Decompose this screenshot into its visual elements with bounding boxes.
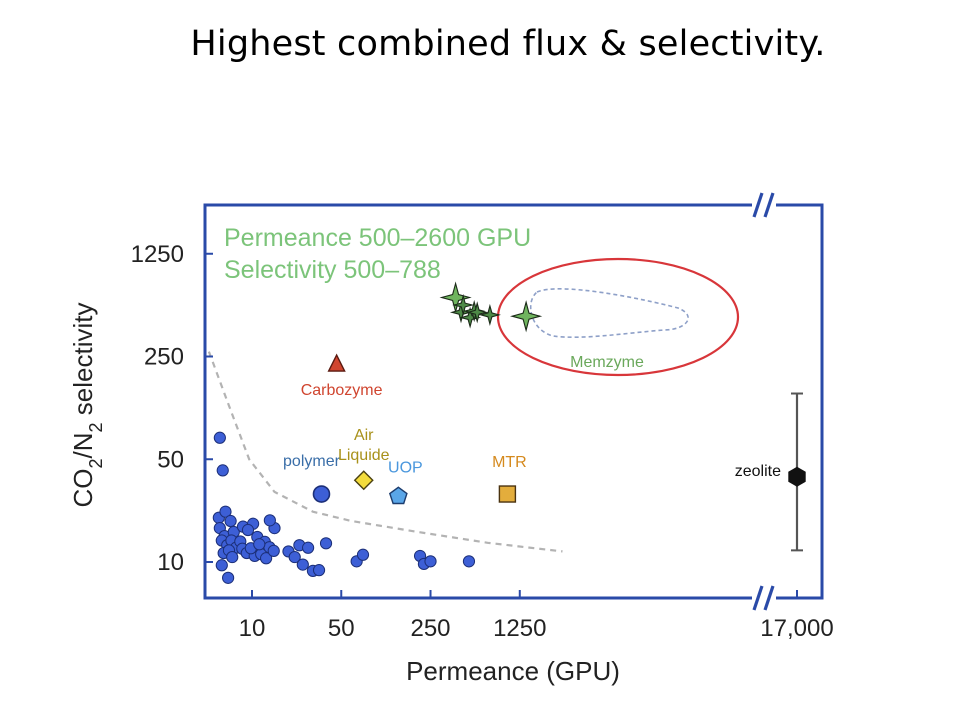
labels-layer: 10 50 250 1250 17,000 1250 250 50 10 Permeance (G… (68, 224, 834, 686)
slide-title: Highest combined flux & selectivity. (190, 24, 826, 64)
memzyme-outline (529, 288, 689, 338)
memzyme-point (452, 293, 475, 317)
trend-layer (207, 351, 563, 553)
y-tick-label: 1250 (131, 241, 184, 268)
data-point (296, 558, 309, 571)
data-point (267, 544, 280, 557)
data-point (224, 514, 237, 528)
data-point (319, 537, 333, 550)
data-point (302, 541, 315, 554)
mtr-marker (498, 485, 517, 503)
x-axis-title: Permeance (GPU) (406, 656, 620, 686)
point-label: Liquide (338, 447, 390, 464)
data-point (462, 555, 476, 568)
plot-frame (203, 203, 824, 600)
x-tick-label: 17,000 (760, 615, 833, 642)
x-tick-label: 50 (328, 615, 355, 642)
data-point (263, 514, 276, 527)
axis-break-gap (752, 594, 776, 602)
data-point (356, 548, 370, 561)
data-point (312, 564, 326, 577)
point-label: MTR (492, 454, 527, 471)
points-layer (212, 257, 806, 584)
y-tick-label: 10 (157, 549, 184, 576)
air-liquide-marker (353, 470, 374, 491)
note-line: Selectivity 500–788 (224, 256, 441, 284)
point-label: polymer (283, 453, 341, 470)
axis-break-mark (752, 585, 764, 611)
data-point (222, 571, 235, 584)
memzyme-label: Memzyme (570, 354, 644, 371)
zeolite-marker (788, 466, 806, 487)
memzyme-point (478, 303, 501, 326)
data-point (226, 550, 239, 564)
data-point (260, 552, 273, 565)
data-point (219, 505, 232, 518)
axis-break-mark (752, 192, 764, 218)
axis-break-gap (752, 201, 776, 209)
x-tick-label: 250 (410, 615, 450, 642)
y-tick-label: 50 (157, 446, 184, 473)
data-point (253, 538, 266, 551)
point-label: Carbozyme (301, 382, 383, 399)
uop-marker (388, 486, 408, 505)
note-line: Permeance 500–2600 GPU (224, 224, 531, 252)
memzyme-point (466, 301, 489, 324)
point-label: UOP (388, 459, 423, 476)
frame-layer (203, 192, 824, 611)
data-point (424, 555, 437, 568)
axis-break-mark (763, 192, 775, 218)
carbozyme-marker (327, 353, 346, 372)
y-axis-title: CO2/N2 selectivity (68, 303, 106, 508)
data-point (216, 464, 229, 477)
trend-line (207, 351, 563, 553)
memzyme-circle (496, 257, 740, 377)
axis-break-mark (763, 585, 775, 611)
data-point (241, 523, 255, 537)
point-label: Air (354, 427, 374, 444)
memzyme-point (510, 300, 543, 333)
y-tick-label: 250 (144, 344, 184, 371)
polymer-marker (312, 485, 331, 503)
data-point (213, 431, 226, 444)
zeolite-label: zeolite (735, 463, 781, 480)
x-tick-label: 1250 (493, 615, 546, 642)
data-point (215, 559, 228, 572)
x-tick-label: 10 (239, 615, 266, 642)
data-point (288, 550, 301, 564)
